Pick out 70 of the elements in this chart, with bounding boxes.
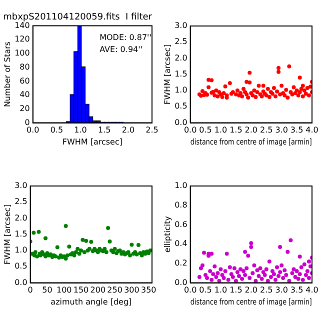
x-tick-label: 50 xyxy=(42,286,52,295)
x-tick-label: 2.0 xyxy=(244,126,258,135)
x-tick-label: 2.5 xyxy=(260,126,273,135)
x-tick-label: 1.5 xyxy=(230,126,242,135)
y-axis-title: Number of Stars xyxy=(2,42,12,108)
y-tick-label: 80 xyxy=(20,62,30,72)
x-tick-label: 100 xyxy=(56,286,72,295)
x-tick-label: 3.0 xyxy=(275,286,288,295)
x-tick-label: 1.5 xyxy=(98,126,111,135)
x-tick-label: 1.0 xyxy=(214,126,228,135)
y-tick-label: 0 xyxy=(24,118,30,127)
x-axis-title: azimuth angle [deg] xyxy=(50,297,132,306)
y-tick-label: 2.5 xyxy=(174,37,188,46)
x-tick-label: 0.0 xyxy=(184,126,197,135)
y-tick-label: 0.0 xyxy=(14,278,28,287)
y-tick-label: 0.5 xyxy=(174,102,188,111)
x-tick-label: 0.0 xyxy=(184,286,197,295)
y-tick-label: 0.5 xyxy=(14,262,28,271)
x-tick-label: 1.5 xyxy=(230,286,242,295)
y-tick-label: 1.0 xyxy=(174,181,188,190)
y-tick-label: 0.0 xyxy=(174,118,188,127)
x-tick-label: 0.0 xyxy=(26,126,40,135)
y-axis-title: FWHM [arcsec] xyxy=(2,204,12,264)
x-axis-title: FWHM [arcsec] xyxy=(62,137,122,146)
y-tick-label: 0.6 xyxy=(174,220,188,229)
x-tick-label: 0.5 xyxy=(199,286,212,295)
y-tick-label: 1.5 xyxy=(14,229,28,238)
y-tick-label: 3.0 xyxy=(174,21,188,30)
x-axis-title: distance from centre of image [armin] xyxy=(190,136,312,146)
x-tick-label: 200 xyxy=(90,286,106,295)
x-tick-label: 300 xyxy=(124,286,140,295)
y-tick-label: 120 xyxy=(14,34,30,44)
y-axis-title: ellipticity xyxy=(162,216,172,253)
y-tick-label: 2.5 xyxy=(14,197,28,206)
x-tick-label: 2.0 xyxy=(244,286,258,295)
y-tick-label: 1.5 xyxy=(174,69,188,78)
y-tick-label: 2.0 xyxy=(14,213,28,222)
chart-title: mbxpS201104120059.fits I filter xyxy=(3,12,152,23)
x-tick-label: 150 xyxy=(73,286,89,295)
y-tick-label: 0.4 xyxy=(174,239,188,248)
y-tick-label: 3.0 xyxy=(14,181,28,190)
x-tick-label: 3.5 xyxy=(290,126,304,135)
y-axis-title: FWHM [arcsec] xyxy=(162,44,172,104)
y-tick-label: 40 xyxy=(20,90,30,100)
y-tick-label: 0.0 xyxy=(174,278,188,287)
x-axis-title: distance from centre of image [armin] xyxy=(190,296,312,306)
x-tick-label: 350 xyxy=(140,286,156,295)
x-tick-label: 3.5 xyxy=(290,286,304,295)
y-tick-label: 2.0 xyxy=(174,53,188,62)
y-tick-label: 1.0 xyxy=(14,246,28,255)
x-tick-label: 1.0 xyxy=(74,126,87,135)
x-tick-label: 250 xyxy=(107,286,122,295)
y-tick-label: 100 xyxy=(14,48,30,58)
annotation: AVE: 0.94'' xyxy=(100,44,143,54)
x-tick-label: 3.0 xyxy=(275,126,288,135)
x-tick-label: 2.5 xyxy=(146,126,158,135)
x-tick-label: 1.0 xyxy=(214,286,228,295)
y-tick-label: 60 xyxy=(20,76,30,86)
annotation: MODE: 0.87'' xyxy=(100,32,152,42)
y-tick-label: 20 xyxy=(20,104,30,114)
x-tick-label: 0.5 xyxy=(50,126,64,135)
y-tick-label: 0.2 xyxy=(174,258,188,268)
y-tick-label: 140 xyxy=(14,20,30,30)
x-tick-label: 2.5 xyxy=(260,286,273,295)
x-tick-label: 2.0 xyxy=(122,126,135,135)
x-tick-label: 4.0 xyxy=(306,126,318,135)
x-tick-label: 4.0 xyxy=(306,286,318,295)
y-tick-label: 1.0 xyxy=(174,86,188,95)
y-tick-label: 0.8 xyxy=(174,200,188,210)
x-tick-label: 0.5 xyxy=(199,126,212,135)
